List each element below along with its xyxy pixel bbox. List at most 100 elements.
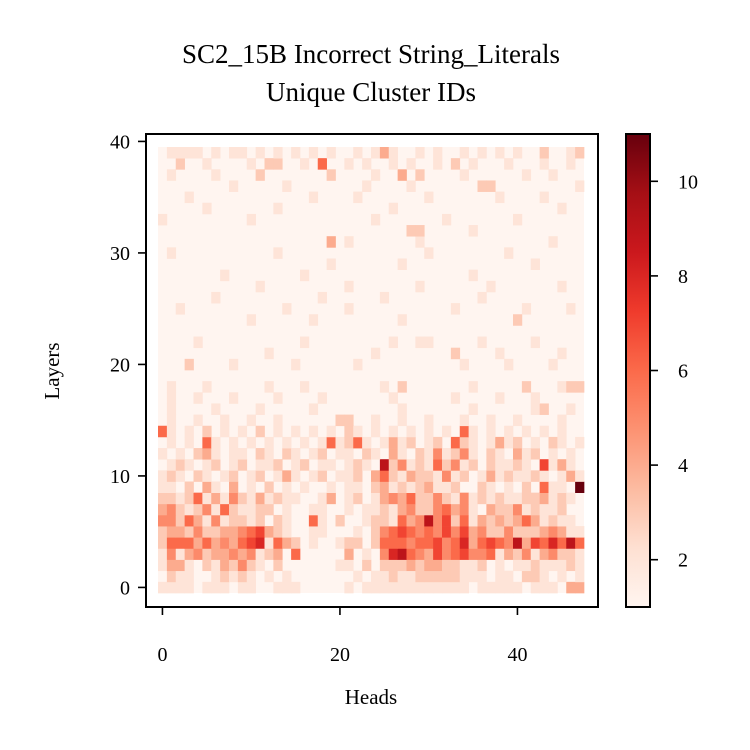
heatmap-cell: [326, 459, 336, 471]
heatmap-cell: [442, 570, 452, 583]
heatmap-cell: [166, 514, 177, 527]
heatmap-cell: [220, 269, 230, 282]
heatmap-cell: [308, 191, 319, 204]
heatmap-cell: [379, 436, 390, 449]
heatmap-cell: [575, 381, 585, 393]
heatmap-cell: [530, 436, 540, 449]
heatmap-cell: [504, 247, 514, 259]
heatmap-cell: [237, 548, 248, 560]
heatmap-cell: [273, 202, 283, 215]
heatmap-cell: [459, 537, 469, 549]
heatmap-cell: [317, 436, 327, 449]
heatmap-cell: [220, 581, 230, 594]
heatmap-cell: [291, 459, 301, 471]
heatmap-cell: [397, 570, 407, 583]
heatmap-cell: [477, 336, 487, 349]
heatmap-cell: [229, 514, 239, 527]
y-tick-label: 0: [120, 577, 130, 599]
heatmap-cell: [273, 526, 283, 538]
heatmap-cell: [521, 548, 532, 560]
colorbar-tick-label: 6: [678, 361, 688, 383]
heatmap-cell: [388, 158, 398, 170]
heatmap-cell: [539, 481, 549, 493]
heatmap-cell: [495, 559, 505, 572]
heatmap-cell: [397, 459, 407, 471]
heatmap-cell: [300, 158, 310, 170]
heatmap-cell: [521, 514, 532, 527]
heatmap-cell: [379, 559, 390, 572]
heatmap-cell: [362, 448, 372, 460]
heatmap-cell: [166, 581, 177, 594]
heatmap-cell: [317, 526, 327, 538]
heatmap-cell: [291, 425, 301, 438]
heatmap-cell: [308, 147, 319, 159]
heatmap-cell: [397, 537, 407, 549]
heatmap-cell: [521, 492, 532, 505]
heatmap-cell: [175, 548, 185, 560]
heatmap-cell: [415, 526, 425, 538]
heatmap-cell: [158, 425, 168, 438]
heatmap-cell: [424, 537, 434, 549]
heatmap-cell: [495, 581, 505, 594]
heatmap-cell: [539, 492, 549, 505]
heatmap-cell: [264, 158, 274, 170]
heatmap-cell: [468, 436, 478, 449]
heatmap-cell: [184, 526, 194, 538]
heatmap-cell: [468, 548, 478, 560]
heatmap-cell: [317, 514, 327, 527]
heatmap-cell: [273, 559, 283, 572]
heatmap-cell: [433, 492, 443, 505]
heatmap-cell: [450, 526, 461, 538]
heatmap-cell: [362, 158, 372, 170]
heatmap-cell: [433, 448, 443, 460]
heatmap-cell: [264, 436, 274, 449]
heatmap-cell: [158, 581, 168, 594]
heatmap-cell: [468, 158, 478, 170]
heatmap-cell: [202, 514, 212, 527]
heatmap-cell: [566, 459, 576, 471]
heatmap-cell: [371, 169, 381, 181]
heatmap-cell: [184, 548, 194, 560]
heatmap-cell: [371, 570, 381, 583]
heatmap-cell: [362, 436, 372, 449]
heatmap-cell: [424, 459, 434, 471]
heatmap-cell: [406, 158, 416, 170]
heatmap-cell: [397, 381, 407, 393]
heatmap-cell: [362, 581, 372, 594]
heatmap-cell: [371, 526, 381, 538]
heatmap-cell: [371, 537, 381, 549]
heatmap-cell: [335, 414, 345, 427]
heatmap-cell: [557, 436, 567, 449]
heatmap-cell: [486, 459, 496, 471]
heatmap-cell: [539, 503, 549, 516]
heatmap-cell: [459, 414, 469, 427]
heatmap-cell: [326, 258, 336, 270]
heatmap-cell: [557, 425, 567, 438]
heatmap-cell: [548, 526, 558, 538]
heatmap-cell: [326, 436, 336, 449]
heatmap-cell: [397, 548, 407, 560]
heatmap-cell: [406, 548, 416, 560]
heatmap-cell: [166, 414, 177, 427]
heatmap-cell: [282, 526, 292, 538]
heatmap-cell: [193, 470, 203, 482]
heatmap-cell: [264, 459, 274, 471]
heatmap-cell: [397, 258, 407, 270]
heatmap-cell: [282, 581, 292, 594]
heatmap-cell: [424, 191, 434, 204]
heatmap-cell: [521, 503, 532, 516]
heatmap-cell: [495, 436, 505, 449]
heatmap-cell: [397, 314, 407, 326]
heatmap-cell: [433, 470, 443, 482]
heatmap-cell: [184, 503, 194, 516]
heatmap-cell: [468, 381, 478, 393]
heatmap-cell: [530, 537, 540, 549]
heatmap-cell: [504, 481, 514, 493]
heatmap-cell: [557, 381, 567, 393]
heatmap-cell: [424, 526, 434, 538]
heatmap-cell: [530, 559, 540, 572]
heatmap-cell: [442, 492, 452, 505]
heatmap-cell: [220, 570, 230, 583]
heatmap-cell: [379, 548, 390, 560]
heatmap-cell: [184, 514, 194, 527]
